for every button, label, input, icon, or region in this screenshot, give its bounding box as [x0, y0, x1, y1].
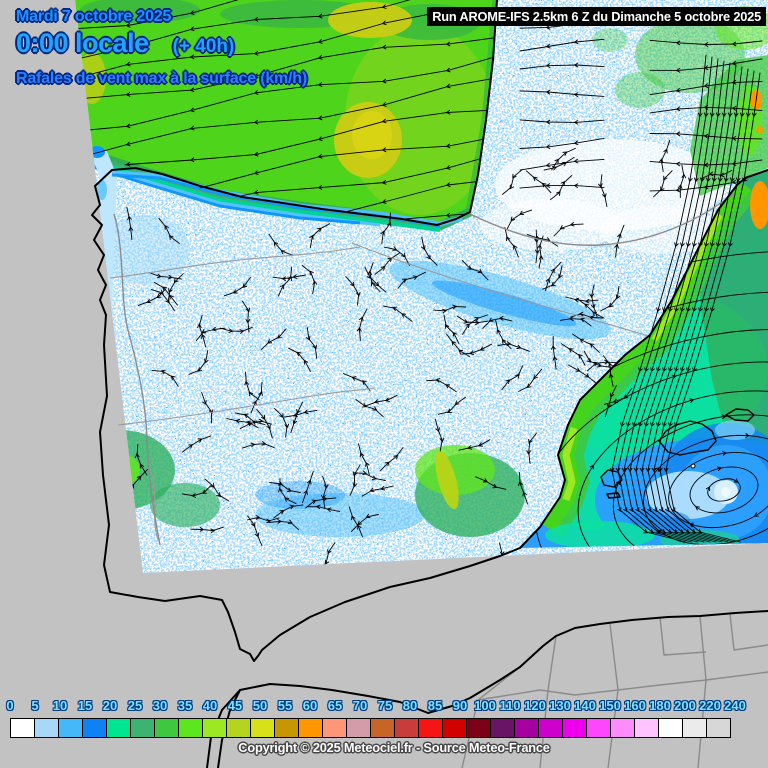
scale-color-cell	[106, 718, 131, 738]
scale-tick-label: 85	[427, 698, 443, 713]
scale-color-cell	[226, 718, 251, 738]
scale-tick-label: 110	[499, 698, 521, 713]
scale-tick-label: 35	[177, 698, 193, 713]
scale-tick-label: 200	[674, 698, 696, 713]
scale-color-cell	[466, 718, 491, 738]
scale-tick-label: 240	[724, 698, 746, 713]
scale-color-cell	[490, 718, 515, 738]
iberia-coastline	[91, 0, 768, 662]
scale-color-cell	[346, 718, 371, 738]
scale-color-cell	[538, 718, 563, 738]
scale-color-cell	[586, 718, 611, 738]
scale-color-cell	[130, 718, 155, 738]
color-scale-tick-labels: 0 5 10 15 20 25 30 35 40 45 50 55 60 65 70 75 80 85 90 100 1…	[6, 698, 768, 714]
scale-tick-label: 120	[524, 698, 546, 713]
scale-tick-label: 220	[699, 698, 721, 713]
scale-tick-label: 70	[352, 698, 368, 713]
color-scale-swatches	[10, 718, 731, 738]
scale-tick-label: 5	[31, 698, 39, 713]
scale-tick-label: 180	[649, 698, 671, 713]
scale-tick-label: 50	[252, 698, 268, 713]
scale-tick-label: 65	[327, 698, 343, 713]
model-run-banner: Run AROME-IFS 2.5km 6 Z du Dimanche 5 oc…	[427, 7, 766, 26]
rivers-and-borders	[109, 193, 768, 768]
scale-tick-label: 160	[624, 698, 646, 713]
scale-color-cell	[610, 718, 635, 738]
scale-tick-label: 140	[574, 698, 596, 713]
scale-tick-label: 75	[377, 698, 393, 713]
scale-color-cell	[202, 718, 227, 738]
scale-tick-label: 100	[474, 698, 496, 713]
scale-color-cell	[274, 718, 299, 738]
scale-color-cell	[682, 718, 707, 738]
scale-color-cell	[706, 718, 731, 738]
scale-color-cell	[34, 718, 59, 738]
scale-color-cell	[370, 718, 395, 738]
scale-tick-label: 40	[202, 698, 218, 713]
scale-tick-label: 0	[6, 698, 14, 713]
scale-tick-label: 150	[599, 698, 621, 713]
scale-tick-label: 60	[302, 698, 318, 713]
streamlines-interior	[126, 139, 733, 573]
scale-color-cell	[418, 718, 443, 738]
copyright-notice: Copyright © 2025 Meteociel.fr - Source M…	[238, 740, 550, 755]
scale-color-cell	[514, 718, 539, 738]
africa-borders	[461, 613, 768, 768]
scale-tick-label: 10	[52, 698, 68, 713]
streamlines-coastal-jet	[609, 54, 761, 543]
scale-tick-label: 25	[127, 698, 143, 713]
scale-tick-label: 55	[277, 698, 293, 713]
scale-tick-label: 20	[102, 698, 118, 713]
scale-color-cell	[442, 718, 467, 738]
scale-color-cell	[10, 718, 35, 738]
scale-color-cell	[634, 718, 659, 738]
scale-color-cell	[82, 718, 107, 738]
scale-color-cell	[154, 718, 179, 738]
scale-color-cell	[394, 718, 419, 738]
scale-tick-label: 130	[549, 698, 571, 713]
scale-color-cell	[178, 718, 203, 738]
scale-tick-label: 30	[152, 698, 168, 713]
africa-coastline	[206, 610, 768, 768]
scale-color-cell	[58, 718, 83, 738]
scale-tick-label: 90	[452, 698, 468, 713]
scale-tick-label: 45	[227, 698, 243, 713]
scale-color-cell	[322, 718, 347, 738]
scale-color-cell	[658, 718, 683, 738]
scale-color-cell	[298, 718, 323, 738]
scale-color-cell	[250, 718, 275, 738]
scale-color-cell	[562, 718, 587, 738]
scale-tick-label: 15	[77, 698, 93, 713]
scale-tick-label: 80	[402, 698, 418, 713]
